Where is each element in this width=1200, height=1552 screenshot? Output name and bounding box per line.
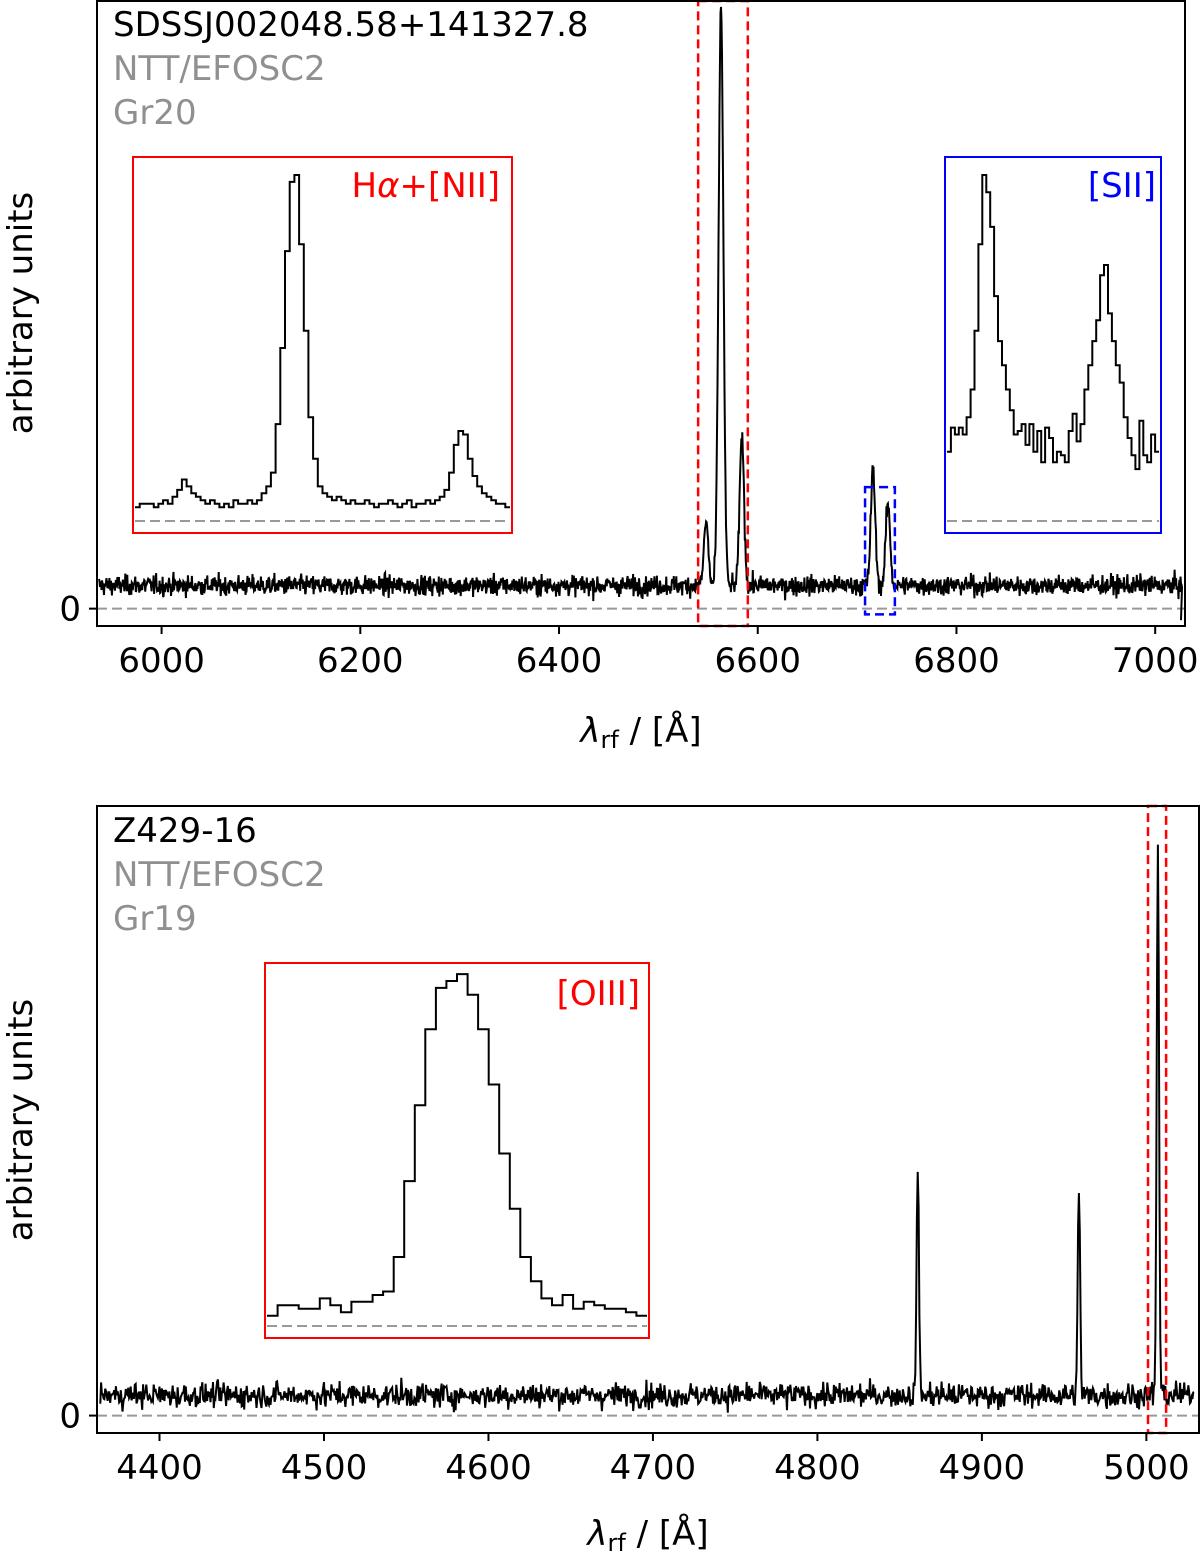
object-name-label: SDSSJ002048.58+141327.8: [113, 5, 589, 45]
instrument-label: NTT/EFOSC2: [113, 49, 326, 89]
x-axis-symbol: λ: [585, 1514, 607, 1552]
x-axis-ticks-top: 6000 6200 6400 6600 6800 7000: [118, 626, 1198, 681]
spectrum-line: [98, 6, 1184, 621]
grism-label: Gr19: [113, 899, 197, 939]
inset-label-part-h: H: [351, 166, 377, 206]
x-tick-label: 7000: [1112, 641, 1199, 681]
x-tick-label: 4800: [774, 1448, 861, 1488]
instrument-label: NTT/EFOSC2: [113, 855, 326, 895]
x-tick-label: 4400: [116, 1448, 203, 1488]
x-axis-subscript: rf: [600, 726, 619, 754]
inset-label-part-nii: +[NII]: [399, 166, 500, 206]
inset-frame: [944, 156, 1162, 534]
y-axis-label-top: arbitrary units: [1, 192, 41, 434]
x-tick-label: 6200: [317, 641, 404, 681]
x-tick-label: 4700: [610, 1448, 697, 1488]
x-tick-label: 6400: [516, 641, 603, 681]
plot-area-bottom: [97, 804, 1199, 1435]
x-axis-unit: / [Å]: [619, 710, 702, 751]
x-tick-label: 5000: [1103, 1448, 1190, 1488]
x-tick-label: 6600: [714, 641, 801, 681]
x-tick-label: 6800: [913, 641, 1000, 681]
inset-frame: [264, 962, 650, 1339]
panel-top: SDSSJ002048.58+141327.8 NTT/EFOSC2 Gr20 …: [1, 0, 1198, 754]
inset-label-oiii: [OIII]: [557, 974, 640, 1014]
inset-sii: [SII]: [944, 156, 1162, 534]
plot-area-top: [97, 0, 1185, 628]
x-axis-label-bottom: λrf / [Å]: [585, 1513, 708, 1552]
x-axis-label-top: λrf / [Å]: [578, 710, 701, 754]
x-tick-label: 4500: [281, 1448, 368, 1488]
y-tick-label: 0: [59, 1397, 81, 1437]
x-tick-label: 4900: [939, 1448, 1026, 1488]
x-axis-unit: / [Å]: [626, 1513, 709, 1552]
x-tick-label: 6000: [118, 641, 205, 681]
axes-frame-top: [96, 0, 1186, 627]
highlight-region-box: [863, 485, 897, 616]
x-axis-symbol: λ: [578, 711, 600, 751]
inset-profile-line: [135, 174, 510, 509]
axes-frame-bottom: [96, 805, 1200, 1434]
y-tick-label: 0: [59, 590, 81, 630]
y-axis-label-bottom: arbitrary units: [1, 999, 41, 1241]
inset-profile-line: [947, 174, 1159, 471]
inset-label-part-alpha: α: [377, 166, 399, 206]
inset-label-sii: [SII]: [1088, 166, 1156, 206]
inset-frame: [132, 156, 513, 534]
spectrum-line: [99, 844, 1195, 1413]
y-axis-ticks-top: 0: [59, 590, 97, 630]
y-axis-ticks-bottom: 0: [59, 1397, 97, 1437]
x-axis-ticks-bottom: 4400 4500 4600 4700 4800 4900 5000: [116, 1433, 1190, 1488]
inset-label-halpha-nii: Hα+[NII]: [351, 166, 500, 206]
inset-profile-line: [267, 973, 647, 1317]
x-tick-label: 4600: [445, 1448, 532, 1488]
object-name-label: Z429-16: [113, 811, 257, 851]
panel-bottom: Z429-16 NTT/EFOSC2 Gr19 [OIII] 4400 4500 4…: [1, 804, 1200, 1552]
inset-halpha-nii: Hα+[NII]: [132, 156, 513, 534]
highlight-region-box: [696, 0, 750, 628]
grism-label: Gr20: [113, 93, 197, 133]
inset-oiii: [OIII]: [264, 962, 650, 1339]
x-axis-subscript: rf: [607, 1529, 626, 1552]
